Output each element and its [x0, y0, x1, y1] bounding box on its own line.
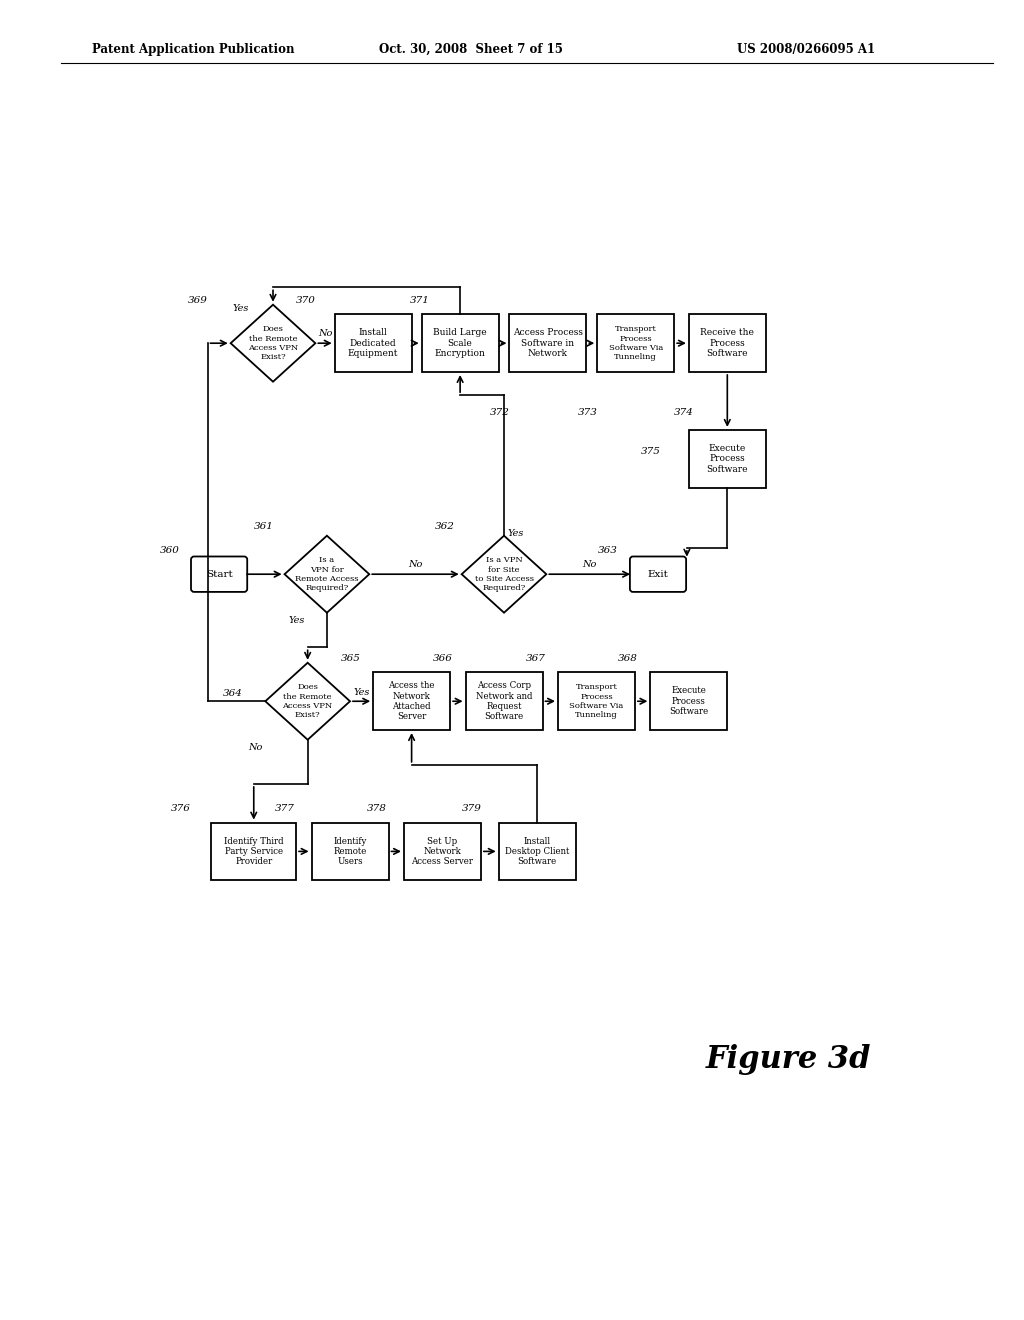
- Text: 361: 361: [254, 521, 273, 531]
- Text: 378: 378: [367, 804, 387, 813]
- Text: 375: 375: [641, 446, 660, 455]
- Text: Does
the Remote
Access VPN
Exist?: Does the Remote Access VPN Exist?: [283, 684, 333, 719]
- Text: 374: 374: [674, 408, 693, 417]
- Text: 365: 365: [341, 653, 360, 663]
- Text: 379: 379: [462, 804, 481, 813]
- Text: No: No: [409, 561, 423, 569]
- Text: Yes: Yes: [508, 529, 524, 537]
- Bar: [403, 822, 481, 880]
- Text: Patent Application Publication: Patent Application Publication: [92, 42, 295, 55]
- Text: Execute
Process
Software: Execute Process Software: [707, 444, 749, 474]
- Text: Figure 3d: Figure 3d: [707, 1044, 871, 1074]
- Text: Yes: Yes: [289, 616, 305, 624]
- Text: Install
Desktop Client
Software: Install Desktop Client Software: [505, 837, 569, 866]
- Text: No: No: [249, 743, 263, 752]
- Text: Execute
Process
Software: Execute Process Software: [670, 686, 709, 717]
- Text: 376: 376: [171, 804, 191, 813]
- Text: Access Process
Software in
Network: Access Process Software in Network: [513, 329, 583, 358]
- Polygon shape: [285, 536, 370, 612]
- Text: No: No: [317, 330, 332, 338]
- Text: 368: 368: [617, 653, 638, 663]
- Text: 371: 371: [410, 296, 430, 305]
- Text: Access the
Network
Attached
Server: Access the Network Attached Server: [388, 681, 435, 721]
- Text: 369: 369: [188, 297, 208, 305]
- Bar: [211, 822, 296, 880]
- Bar: [335, 314, 412, 372]
- Text: 360: 360: [160, 546, 179, 554]
- FancyBboxPatch shape: [630, 557, 686, 591]
- Text: Identify Third
Party Service
Provider: Identify Third Party Service Provider: [224, 837, 284, 866]
- Bar: [311, 822, 388, 880]
- Text: 372: 372: [490, 408, 510, 417]
- Bar: [597, 314, 674, 372]
- Polygon shape: [462, 536, 547, 612]
- Text: US 2008/0266095 A1: US 2008/0266095 A1: [737, 42, 876, 55]
- Text: 363: 363: [598, 546, 618, 554]
- Text: Set Up
Network
Access Server: Set Up Network Access Server: [412, 837, 473, 866]
- Text: 366: 366: [433, 653, 453, 663]
- Text: 377: 377: [274, 804, 295, 813]
- Text: Transport
Process
Software Via
Tunneling: Transport Process Software Via Tunneling: [569, 684, 624, 719]
- Text: 373: 373: [578, 408, 598, 417]
- Bar: [650, 672, 727, 730]
- Text: Receive the
Process
Software: Receive the Process Software: [700, 329, 755, 358]
- Bar: [466, 672, 543, 730]
- Text: Transport
Process
Software Via
Tunneling: Transport Process Software Via Tunneling: [608, 326, 663, 360]
- Text: 370: 370: [296, 296, 316, 305]
- FancyBboxPatch shape: [191, 557, 247, 591]
- Text: Does
the Remote
Access VPN
Exist?: Does the Remote Access VPN Exist?: [248, 326, 298, 360]
- Text: Exit: Exit: [647, 570, 669, 578]
- Text: Access Corp
Network and
Request
Software: Access Corp Network and Request Software: [476, 681, 532, 721]
- Bar: [558, 672, 635, 730]
- Bar: [509, 314, 587, 372]
- Text: Build Large
Scale
Encryption: Build Large Scale Encryption: [433, 329, 487, 358]
- Bar: [373, 672, 451, 730]
- Text: Start: Start: [206, 570, 232, 578]
- Bar: [689, 314, 766, 372]
- Text: 367: 367: [525, 653, 546, 663]
- Text: Is a VPN
for Site
to Site Access
Required?: Is a VPN for Site to Site Access Require…: [474, 557, 534, 591]
- Text: Yes: Yes: [232, 304, 249, 313]
- Bar: [689, 430, 766, 487]
- Text: Yes: Yes: [353, 688, 370, 697]
- Text: Is a
VPN for
Remote Access
Required?: Is a VPN for Remote Access Required?: [295, 557, 358, 591]
- Text: No: No: [583, 561, 597, 569]
- Polygon shape: [230, 305, 315, 381]
- Text: 362: 362: [435, 521, 455, 531]
- Bar: [499, 822, 575, 880]
- Polygon shape: [265, 663, 350, 739]
- Text: Oct. 30, 2008  Sheet 7 of 15: Oct. 30, 2008 Sheet 7 of 15: [379, 42, 563, 55]
- Text: Install
Dedicated
Equipment: Install Dedicated Equipment: [348, 329, 398, 358]
- Bar: [422, 314, 499, 372]
- Text: 364: 364: [223, 689, 243, 698]
- Text: Identify
Remote
Users: Identify Remote Users: [334, 837, 367, 866]
